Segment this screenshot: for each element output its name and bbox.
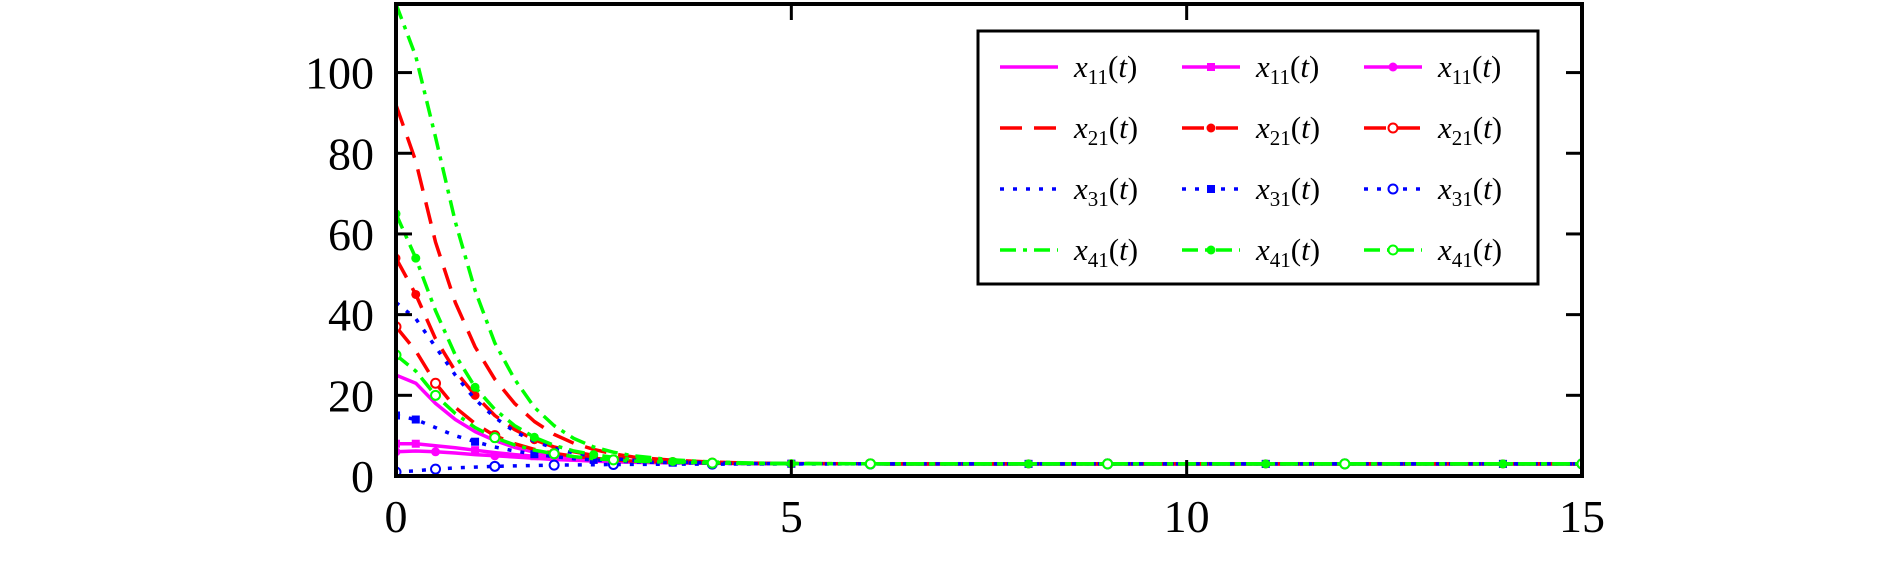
legend-label: x21(t) <box>1255 110 1320 150</box>
data-point <box>430 463 442 475</box>
legend-label: x11(t) <box>1073 49 1137 89</box>
data-point <box>589 455 598 464</box>
y-tick-label: 80 <box>328 128 374 179</box>
legend-marker <box>1206 245 1216 255</box>
data-point <box>470 382 480 392</box>
data-point <box>411 439 420 448</box>
legend-box <box>976 29 1540 286</box>
data-point <box>471 437 480 446</box>
data-point <box>489 432 501 444</box>
y-tick-label: 100 <box>305 48 374 99</box>
data-point <box>864 458 876 470</box>
series-11-x41 <box>396 349 1582 470</box>
axes-layer: 0 5 10 15 0 20 40 60 80 100 <box>305 2 1605 542</box>
legend-marker <box>1207 63 1215 71</box>
data-point <box>489 460 501 472</box>
data-point <box>607 454 619 466</box>
data-point <box>1024 459 1034 469</box>
series-8-x31 <box>396 458 1582 476</box>
legend-marker <box>1388 62 1398 72</box>
series-line <box>396 325 1582 466</box>
legend-entry-4: x21(t) <box>1182 110 1320 150</box>
legend-label: x31(t) <box>1073 171 1138 211</box>
legend-entry-6: x31(t) <box>1000 171 1138 211</box>
legend-label: x11(t) <box>1437 49 1501 89</box>
legend-marker <box>1206 123 1216 133</box>
legend-entry-7: x31(t) <box>1182 171 1320 211</box>
legend-entry-1: x11(t) <box>1182 49 1319 89</box>
legend-label: x41(t) <box>1073 232 1138 272</box>
y-tick-label: 0 <box>351 451 374 502</box>
data-point <box>1339 458 1351 470</box>
data-point <box>430 389 442 401</box>
data-point <box>529 432 539 442</box>
series-line <box>396 257 1582 466</box>
data-point <box>430 377 442 389</box>
x-tick-label: 10 <box>1164 491 1210 542</box>
data-point <box>431 447 441 457</box>
data-point <box>1261 459 1271 469</box>
series-5-x21 <box>396 321 1582 470</box>
data-point <box>411 253 421 263</box>
legend: x11(t) x11(t) x11(t) x21(t) x21(t) x21(t) x31(… <box>976 29 1540 286</box>
legend-label: x31(t) <box>1255 171 1320 211</box>
data-point <box>1102 458 1114 470</box>
legend-label: x41(t) <box>1437 232 1502 272</box>
data-point <box>548 459 560 471</box>
x-tick-label: 15 <box>1559 491 1605 542</box>
x-tick-label: 5 <box>780 491 803 542</box>
series-layer <box>396 4 1582 476</box>
legend-marker <box>1387 244 1399 256</box>
legend-label: x11(t) <box>1255 49 1319 89</box>
x-tick-label: 0 <box>385 491 408 542</box>
data-point <box>706 457 718 469</box>
legend-marker <box>1387 183 1399 195</box>
data-point <box>411 289 421 299</box>
legend-entry-5: x21(t) <box>1364 110 1502 150</box>
legend-entry-3: x21(t) <box>1000 110 1138 150</box>
legend-label: x41(t) <box>1255 232 1320 272</box>
data-point <box>411 415 420 424</box>
legend-entry-8: x31(t) <box>1364 171 1502 211</box>
plot-frame <box>394 2 1584 478</box>
data-point <box>548 448 560 460</box>
data-point <box>470 390 480 400</box>
legend-label: x21(t) <box>1437 110 1502 150</box>
legend-label: x21(t) <box>1073 110 1138 150</box>
legend-entry-0: x11(t) <box>1000 49 1137 89</box>
legend-entry-9: x41(t) <box>1000 232 1138 272</box>
y-tick-label: 60 <box>328 209 374 260</box>
series-line <box>396 353 1582 466</box>
data-point <box>471 446 480 455</box>
series-4-x21 <box>396 253 1582 469</box>
legend-entry-11: x41(t) <box>1364 232 1502 272</box>
data-point <box>530 450 539 459</box>
data-point <box>1498 459 1508 469</box>
legend-marker <box>1207 185 1215 193</box>
y-tick-label: 20 <box>328 370 374 421</box>
legend-entry-10: x41(t) <box>1182 232 1320 272</box>
legend-marker <box>1387 122 1399 134</box>
y-tick-label: 40 <box>328 290 374 341</box>
data-point <box>490 451 500 461</box>
legend-entry-2: x11(t) <box>1364 49 1501 89</box>
legend-label: x31(t) <box>1437 171 1502 211</box>
